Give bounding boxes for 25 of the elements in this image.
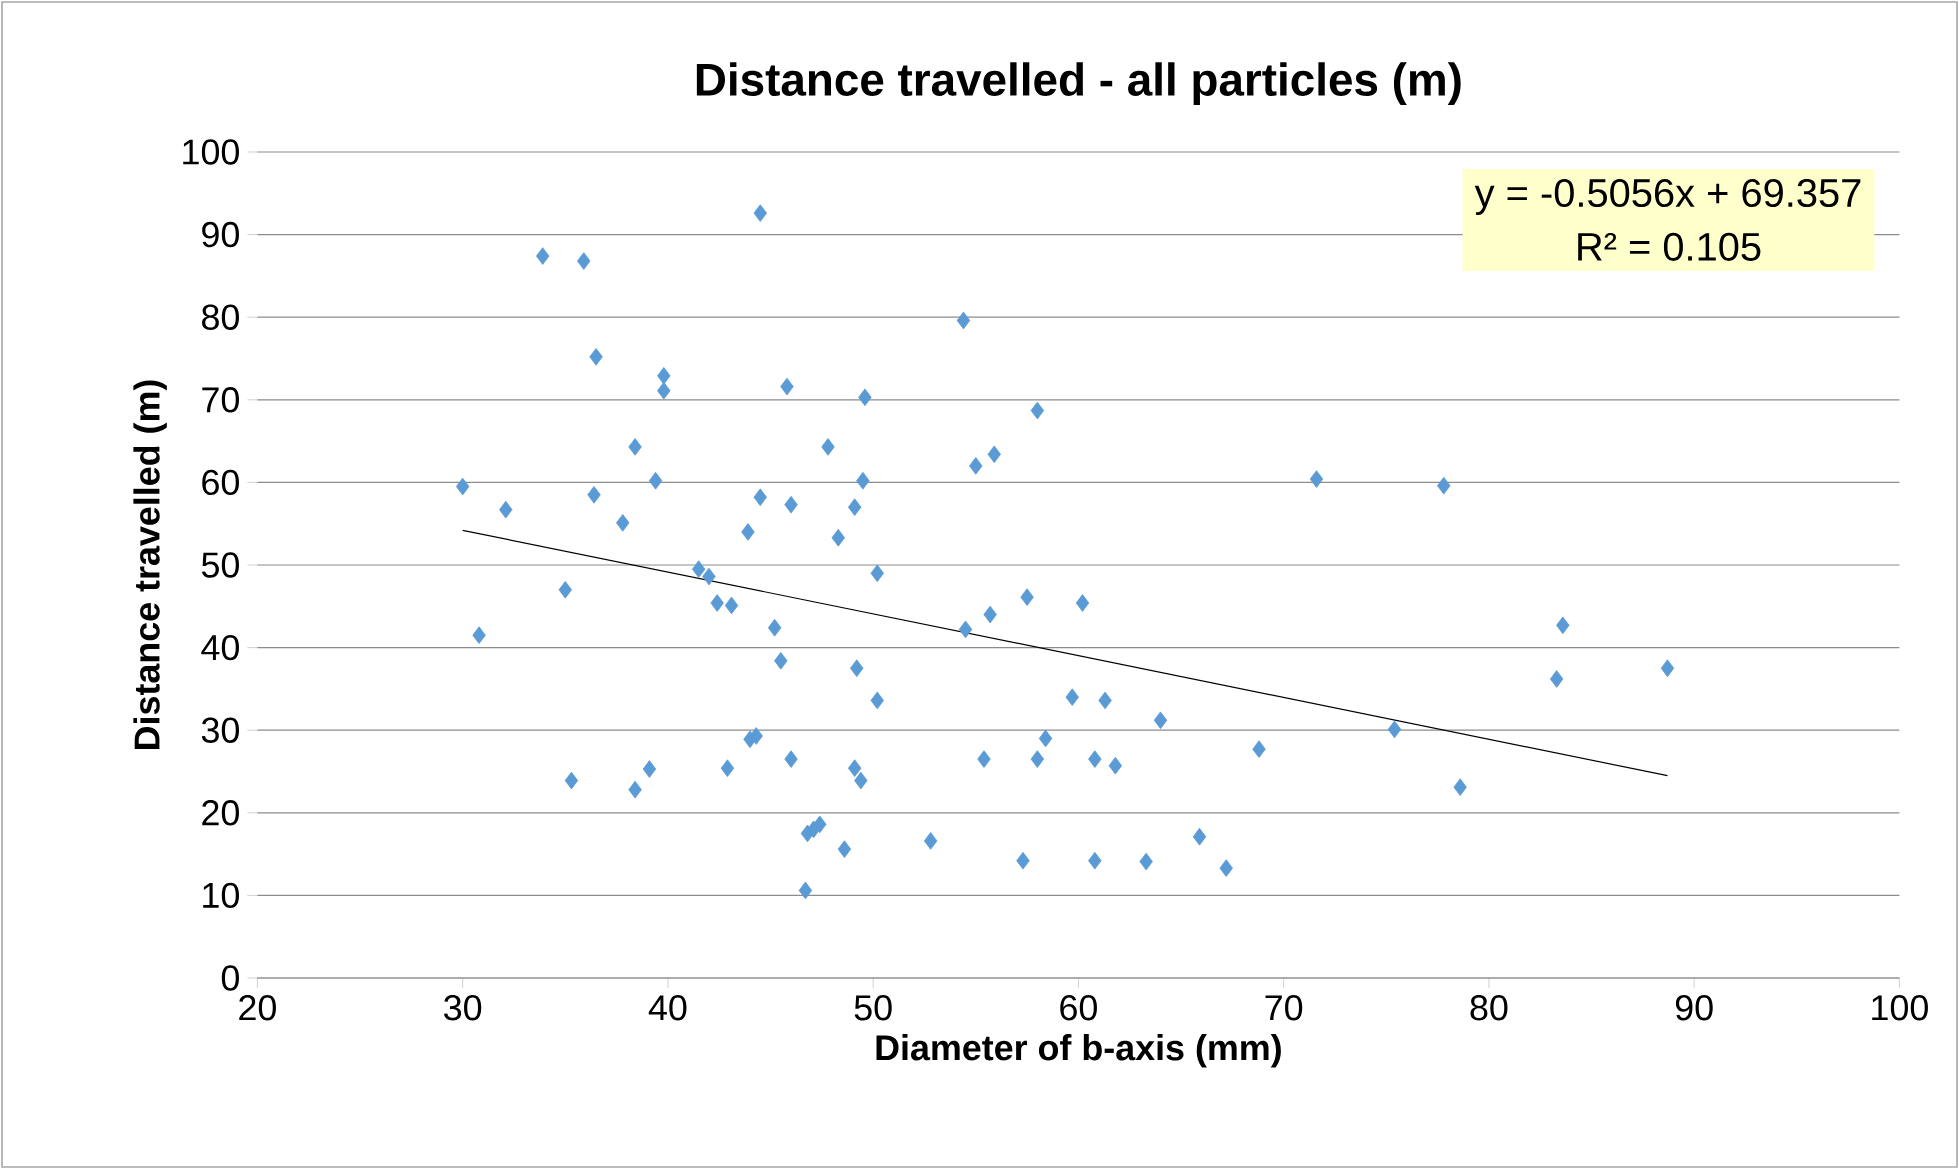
y-tick-label: 100 [183,139,239,165]
y-tick-label: 10 [203,882,239,909]
chart-title: Distance travelled - all particles (m) [696,62,1461,105]
y-tick-label: 70 [202,387,239,413]
x-tick-label: 30 [444,995,482,1021]
y-tick-label: 90 [202,221,239,248]
x-tick-label: 20 [239,995,276,1021]
x-tick-label: 100 [1872,995,1928,1021]
y-tick-label: 80 [202,304,239,330]
y-tick-label: 60 [202,469,239,496]
x-axis-title: Diameter of b-axis (mm) [876,1034,1281,1068]
annotation: y = -0.5056x + 69.357 [1474,178,1861,216]
annotation: R² = 0.105 [1578,232,1761,261]
x-tick-label: 50 [854,995,892,1021]
y-tick-label: 20 [202,800,239,826]
y-tick-label: 40 [201,634,239,661]
x-tick-label: 70 [1265,995,1303,1021]
x-tick-label: 90 [1675,995,1713,1021]
x-tick-label: 60 [1060,995,1097,1021]
y-tick-label: 50 [201,552,239,578]
y-tick-label: 30 [201,717,239,743]
y-axis-title: Distance travelled (m) [133,380,167,749]
y-tick-label: 0 [221,965,239,991]
x-tick-label: 40 [648,995,687,1021]
x-tick-label: 80 [1470,995,1508,1021]
